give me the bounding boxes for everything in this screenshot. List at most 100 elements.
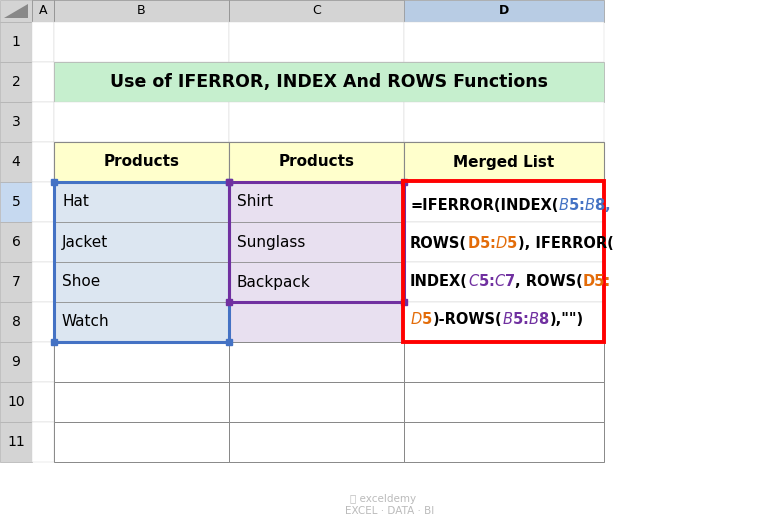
Text: 5: 5: [12, 195, 21, 209]
Text: Hat: Hat: [62, 194, 89, 210]
Bar: [404, 422, 604, 462]
Bar: [32, 22, 54, 62]
Text: 10: 10: [7, 395, 25, 409]
Bar: [32, 342, 54, 382]
Text: $B$5:$B$8: $B$5:$B$8: [502, 311, 549, 327]
Bar: [0, 342, 32, 382]
Bar: [403, 181, 604, 342]
Bar: [0, 0, 32, 22]
Bar: [0, 262, 32, 302]
Text: ROWS(: ROWS(: [410, 236, 467, 250]
Bar: [0, 142, 32, 182]
Bar: [54, 262, 229, 302]
Bar: [229, 382, 404, 422]
Bar: [604, 0, 767, 527]
Bar: [404, 342, 604, 382]
Text: 2: 2: [12, 75, 21, 89]
Bar: [229, 22, 404, 62]
Text: $D$5: $D$5: [410, 311, 433, 327]
Bar: [229, 262, 404, 302]
Text: )-ROWS(: )-ROWS(: [433, 311, 502, 327]
Text: Merged List: Merged List: [453, 154, 555, 170]
Text: A: A: [39, 5, 48, 17]
Bar: [54, 182, 229, 222]
Text: Backpack: Backpack: [237, 275, 311, 289]
Text: 7: 7: [12, 275, 21, 289]
Bar: [54, 342, 229, 382]
Text: ), IFERROR(: ), IFERROR(: [518, 236, 614, 250]
Text: Sunglass: Sunglass: [237, 235, 305, 249]
Bar: [229, 142, 404, 182]
Text: $B$5:$B$8,: $B$5:$B$8,: [558, 196, 611, 214]
Text: 4: 4: [12, 155, 21, 169]
Bar: [54, 382, 229, 422]
Bar: [54, 222, 229, 262]
Bar: [404, 182, 604, 222]
Bar: [404, 262, 604, 302]
Bar: [0, 422, 32, 462]
Bar: [54, 22, 229, 62]
Text: D: D: [499, 5, 509, 17]
Bar: [0, 222, 32, 262]
Bar: [0, 102, 32, 142]
Bar: [229, 182, 404, 222]
Bar: [404, 22, 604, 62]
Text: Shoe: Shoe: [62, 275, 100, 289]
Bar: [32, 0, 54, 22]
Bar: [32, 62, 54, 102]
Text: INDEX(: INDEX(: [410, 274, 468, 288]
Bar: [404, 382, 604, 422]
Bar: [404, 302, 604, 342]
Text: 1: 1: [12, 35, 21, 49]
Text: 3: 3: [12, 115, 21, 129]
Bar: [32, 422, 54, 462]
Polygon shape: [4, 4, 28, 18]
Bar: [54, 302, 229, 342]
Bar: [229, 342, 404, 382]
Text: , ROWS(: , ROWS(: [515, 274, 583, 288]
Bar: [229, 102, 404, 142]
Bar: [404, 142, 604, 182]
Bar: [32, 382, 54, 422]
Text: ),""): ),""): [549, 311, 584, 327]
Bar: [54, 142, 229, 182]
Bar: [54, 182, 229, 342]
Bar: [0, 22, 32, 62]
Bar: [0, 182, 32, 222]
Bar: [229, 0, 404, 22]
Text: Use of IFERROR, INDEX And ROWS Functions: Use of IFERROR, INDEX And ROWS Functions: [110, 73, 548, 91]
Text: Products: Products: [104, 154, 179, 170]
Bar: [32, 102, 54, 142]
Bar: [404, 102, 604, 142]
Bar: [229, 302, 404, 342]
Text: =IFERROR(INDEX(: =IFERROR(INDEX(: [410, 198, 558, 212]
Text: $C$5:$C$7: $C$5:$C$7: [468, 273, 515, 289]
Bar: [54, 422, 229, 462]
Text: 11: 11: [7, 435, 25, 449]
Text: B: B: [137, 5, 146, 17]
Text: 6: 6: [12, 235, 21, 249]
Bar: [32, 302, 54, 342]
Bar: [54, 0, 229, 22]
Text: D5:: D5:: [583, 274, 611, 288]
Bar: [0, 382, 32, 422]
Bar: [32, 262, 54, 302]
Text: 🏠 exceldemy
    EXCEL · DATA · BI: 🏠 exceldemy EXCEL · DATA · BI: [332, 494, 434, 516]
Bar: [229, 182, 404, 302]
Text: C: C: [312, 5, 321, 17]
Bar: [229, 222, 404, 262]
Text: Jacket: Jacket: [62, 235, 108, 249]
Text: 8: 8: [12, 315, 21, 329]
Bar: [54, 102, 229, 142]
Bar: [32, 142, 54, 182]
Text: D5:$D$5: D5:$D$5: [467, 235, 518, 251]
Bar: [229, 422, 404, 462]
Text: Watch: Watch: [62, 315, 110, 329]
Bar: [54, 62, 604, 102]
Text: 9: 9: [12, 355, 21, 369]
Bar: [32, 222, 54, 262]
Bar: [32, 182, 54, 222]
Text: Products: Products: [278, 154, 354, 170]
Bar: [404, 0, 604, 22]
Bar: [0, 302, 32, 342]
